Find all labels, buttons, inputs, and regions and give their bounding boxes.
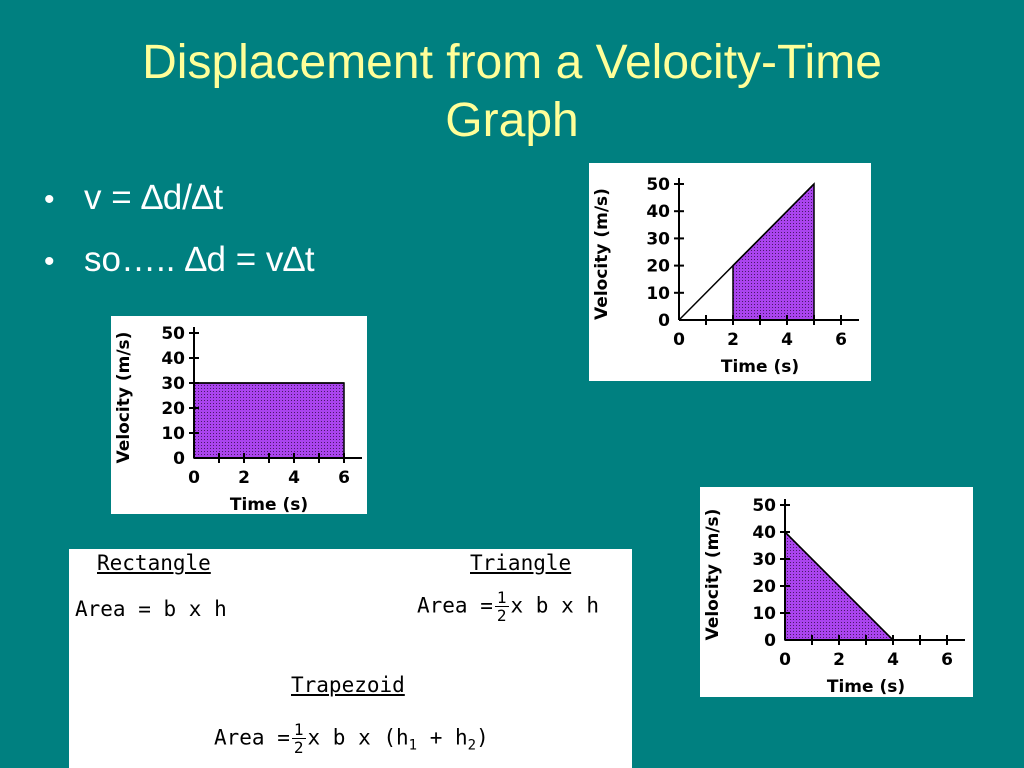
rectangle-area-formula: Area = b x h bbox=[75, 597, 227, 621]
fraction-denominator: 2 bbox=[293, 738, 304, 757]
y-tick-label: 10 bbox=[752, 604, 776, 624]
rectangle-heading: Rectangle bbox=[97, 551, 211, 575]
x-tick-label: 4 bbox=[288, 468, 300, 488]
increasing-velocity-graph: 0 2 4 6 0 10 20 30 40 50 Time (s) Velocity (m/s) bbox=[589, 163, 871, 381]
y-tick-label: 50 bbox=[161, 324, 185, 344]
y-axis-label: Velocity (m/s) bbox=[592, 188, 612, 320]
shaded-area bbox=[732, 182, 815, 321]
title-line-1: Displacement from a Velocity-Time bbox=[142, 36, 882, 89]
x-tick-label: 4 bbox=[781, 330, 793, 350]
y-tick-label: 0 bbox=[764, 631, 776, 651]
triangle-heading: Triangle bbox=[470, 551, 572, 575]
bullet-item: • so….. ∆d = v∆t bbox=[44, 236, 315, 298]
subscript-1: 1 bbox=[408, 737, 418, 754]
y-tick-label: 20 bbox=[646, 257, 670, 277]
bullet-text: v = ∆d/∆t bbox=[84, 178, 224, 217]
plus-h: + h bbox=[417, 725, 468, 750]
x-tick-label: 4 bbox=[887, 650, 899, 670]
fraction-denominator: 2 bbox=[496, 606, 507, 625]
close-paren: ) bbox=[476, 725, 489, 750]
y-tick-label: 50 bbox=[646, 175, 670, 195]
y-tick-label: 0 bbox=[658, 311, 670, 331]
y-axis-label: Velocity (m/s) bbox=[114, 332, 134, 464]
velocity-line bbox=[678, 183, 815, 321]
slide-title: Displacement from a Velocity-Time Graph bbox=[40, 34, 984, 150]
x-tick-label: 0 bbox=[188, 468, 200, 488]
trapezoid-heading: Trapezoid bbox=[291, 673, 405, 697]
fraction-numerator: 1 bbox=[494, 588, 509, 607]
constant-velocity-graph: 0 2 4 6 0 10 20 30 40 50 Time (s) Velocity (m/s) bbox=[111, 316, 367, 514]
y-tick-label: 30 bbox=[161, 374, 185, 394]
velocity-line bbox=[784, 531, 894, 641]
x-tick-label: 6 bbox=[338, 468, 350, 488]
triangle-area-formula: Area = 1 2 x b x h bbox=[417, 589, 599, 624]
x-axis-label: Time (s) bbox=[827, 677, 905, 697]
y-tick-label: 30 bbox=[752, 550, 776, 570]
area-prefix: Area = bbox=[214, 725, 290, 750]
x-tick-label: 0 bbox=[673, 330, 685, 350]
title-line-2: Graph bbox=[445, 94, 579, 147]
x-axis-label: Time (s) bbox=[230, 495, 308, 514]
y-axis-label: Velocity (m/s) bbox=[703, 509, 723, 641]
bullet-marker: • bbox=[44, 245, 55, 278]
trapezoid-area-formula: Area = 1 2 x b x (h1 + h2) bbox=[214, 721, 489, 756]
y-tick-label: 50 bbox=[752, 496, 776, 516]
y-tick-label: 40 bbox=[646, 202, 670, 222]
y-tick-label: 30 bbox=[646, 229, 670, 249]
y-tick-label: 40 bbox=[161, 349, 185, 369]
area-formulas-panel: Rectangle Area = b x h Triangle Area = 1 2… bbox=[69, 549, 632, 768]
x-tick-label: 2 bbox=[833, 650, 845, 670]
x-tick-label: 6 bbox=[835, 330, 847, 350]
decreasing-velocity-graph: 0 2 4 6 0 10 20 30 40 50 Time (s) Velocity (m/s) bbox=[700, 487, 973, 697]
y-tick-label: 10 bbox=[646, 284, 670, 304]
fraction-numerator: 1 bbox=[291, 720, 306, 739]
x-tick-label: 0 bbox=[779, 650, 791, 670]
bullet-list: • v = ∆d/∆t • so….. ∆d = v∆t bbox=[44, 174, 315, 298]
bullet-marker: • bbox=[44, 183, 55, 216]
y-tick-label: 10 bbox=[161, 424, 185, 444]
y-tick-label: 0 bbox=[173, 449, 185, 469]
subscript-2: 2 bbox=[467, 737, 477, 754]
area-prefix: Area = bbox=[417, 593, 493, 618]
x-tick-label: 2 bbox=[727, 330, 739, 350]
y-tick-label: 20 bbox=[752, 577, 776, 597]
x-tick-label: 2 bbox=[238, 468, 250, 488]
chart-svg: 0 2 4 6 0 10 20 30 40 50 Time (s) Velocity (m/s) bbox=[592, 175, 859, 377]
y-tick-label: 40 bbox=[752, 523, 776, 543]
chart-svg: 0 2 4 6 0 10 20 30 40 50 Time (s) Velocity (m/s) bbox=[114, 324, 362, 514]
x-tick-label: 6 bbox=[941, 650, 953, 670]
shaded-area bbox=[193, 382, 345, 459]
area-suffix: x b x h bbox=[510, 593, 600, 618]
chart-svg: 0 2 4 6 0 10 20 30 40 50 Time (s) Velocity (m/s) bbox=[703, 496, 965, 697]
bullet-item: • v = ∆d/∆t bbox=[44, 174, 315, 236]
x-axis-label: Time (s) bbox=[721, 357, 799, 377]
y-tick-label: 20 bbox=[161, 399, 185, 419]
area-middle: x b x (h bbox=[307, 725, 409, 750]
bullet-text: so….. ∆d = v∆t bbox=[84, 240, 315, 279]
